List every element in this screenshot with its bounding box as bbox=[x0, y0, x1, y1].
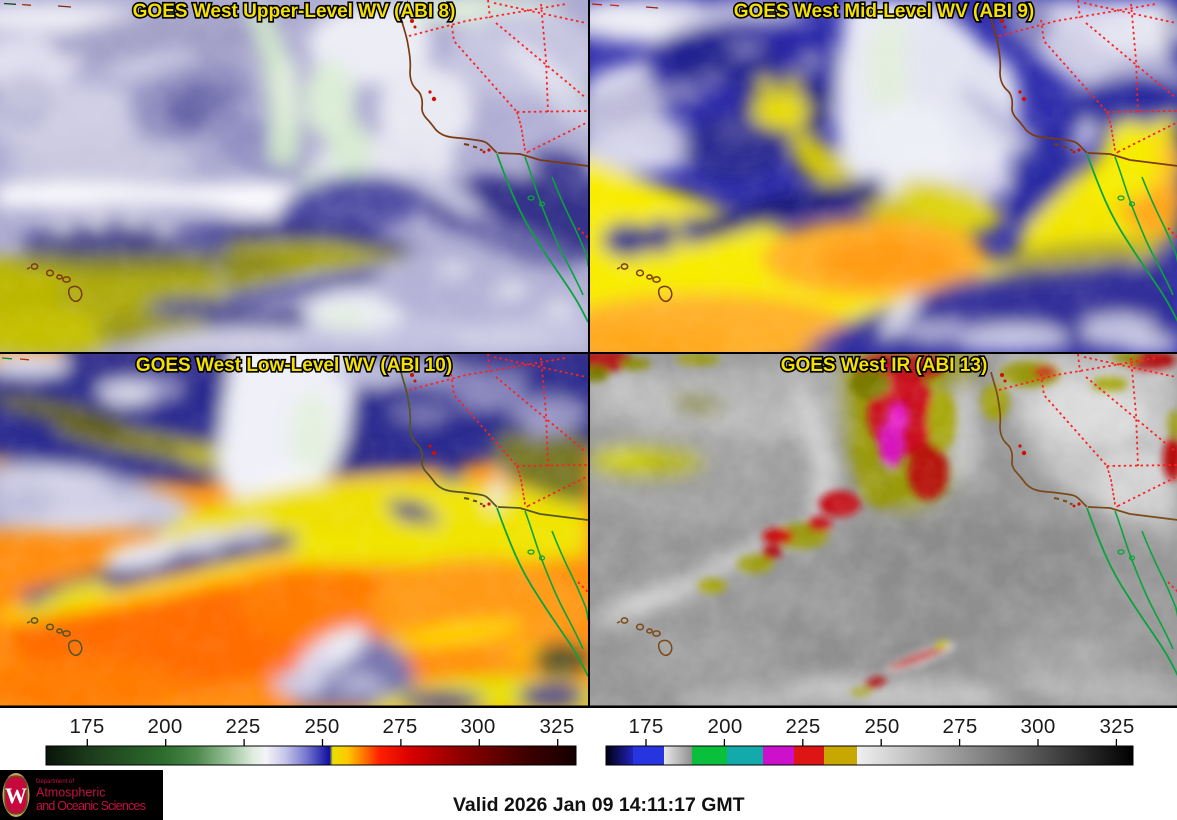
svg-text:and Oceanic Sciences: and Oceanic Sciences bbox=[36, 799, 146, 813]
svg-text:Atmospheric: Atmospheric bbox=[36, 786, 105, 800]
svg-text:GOES West Mid-Level WV (ABI 9): GOES West Mid-Level WV (ABI 9) bbox=[734, 1, 1035, 22]
svg-text:GOES West Upper-Level WV (ABI: GOES West Upper-Level WV (ABI 8) bbox=[133, 1, 456, 22]
svg-text:GOES West Low-Level WV (ABI 10: GOES West Low-Level WV (ABI 10) bbox=[136, 355, 452, 376]
svg-text:GOES West IR (ABI 13): GOES West IR (ABI 13) bbox=[781, 355, 988, 376]
svg-text:W: W bbox=[5, 783, 27, 808]
svg-text:Department of: Department of bbox=[36, 779, 74, 785]
